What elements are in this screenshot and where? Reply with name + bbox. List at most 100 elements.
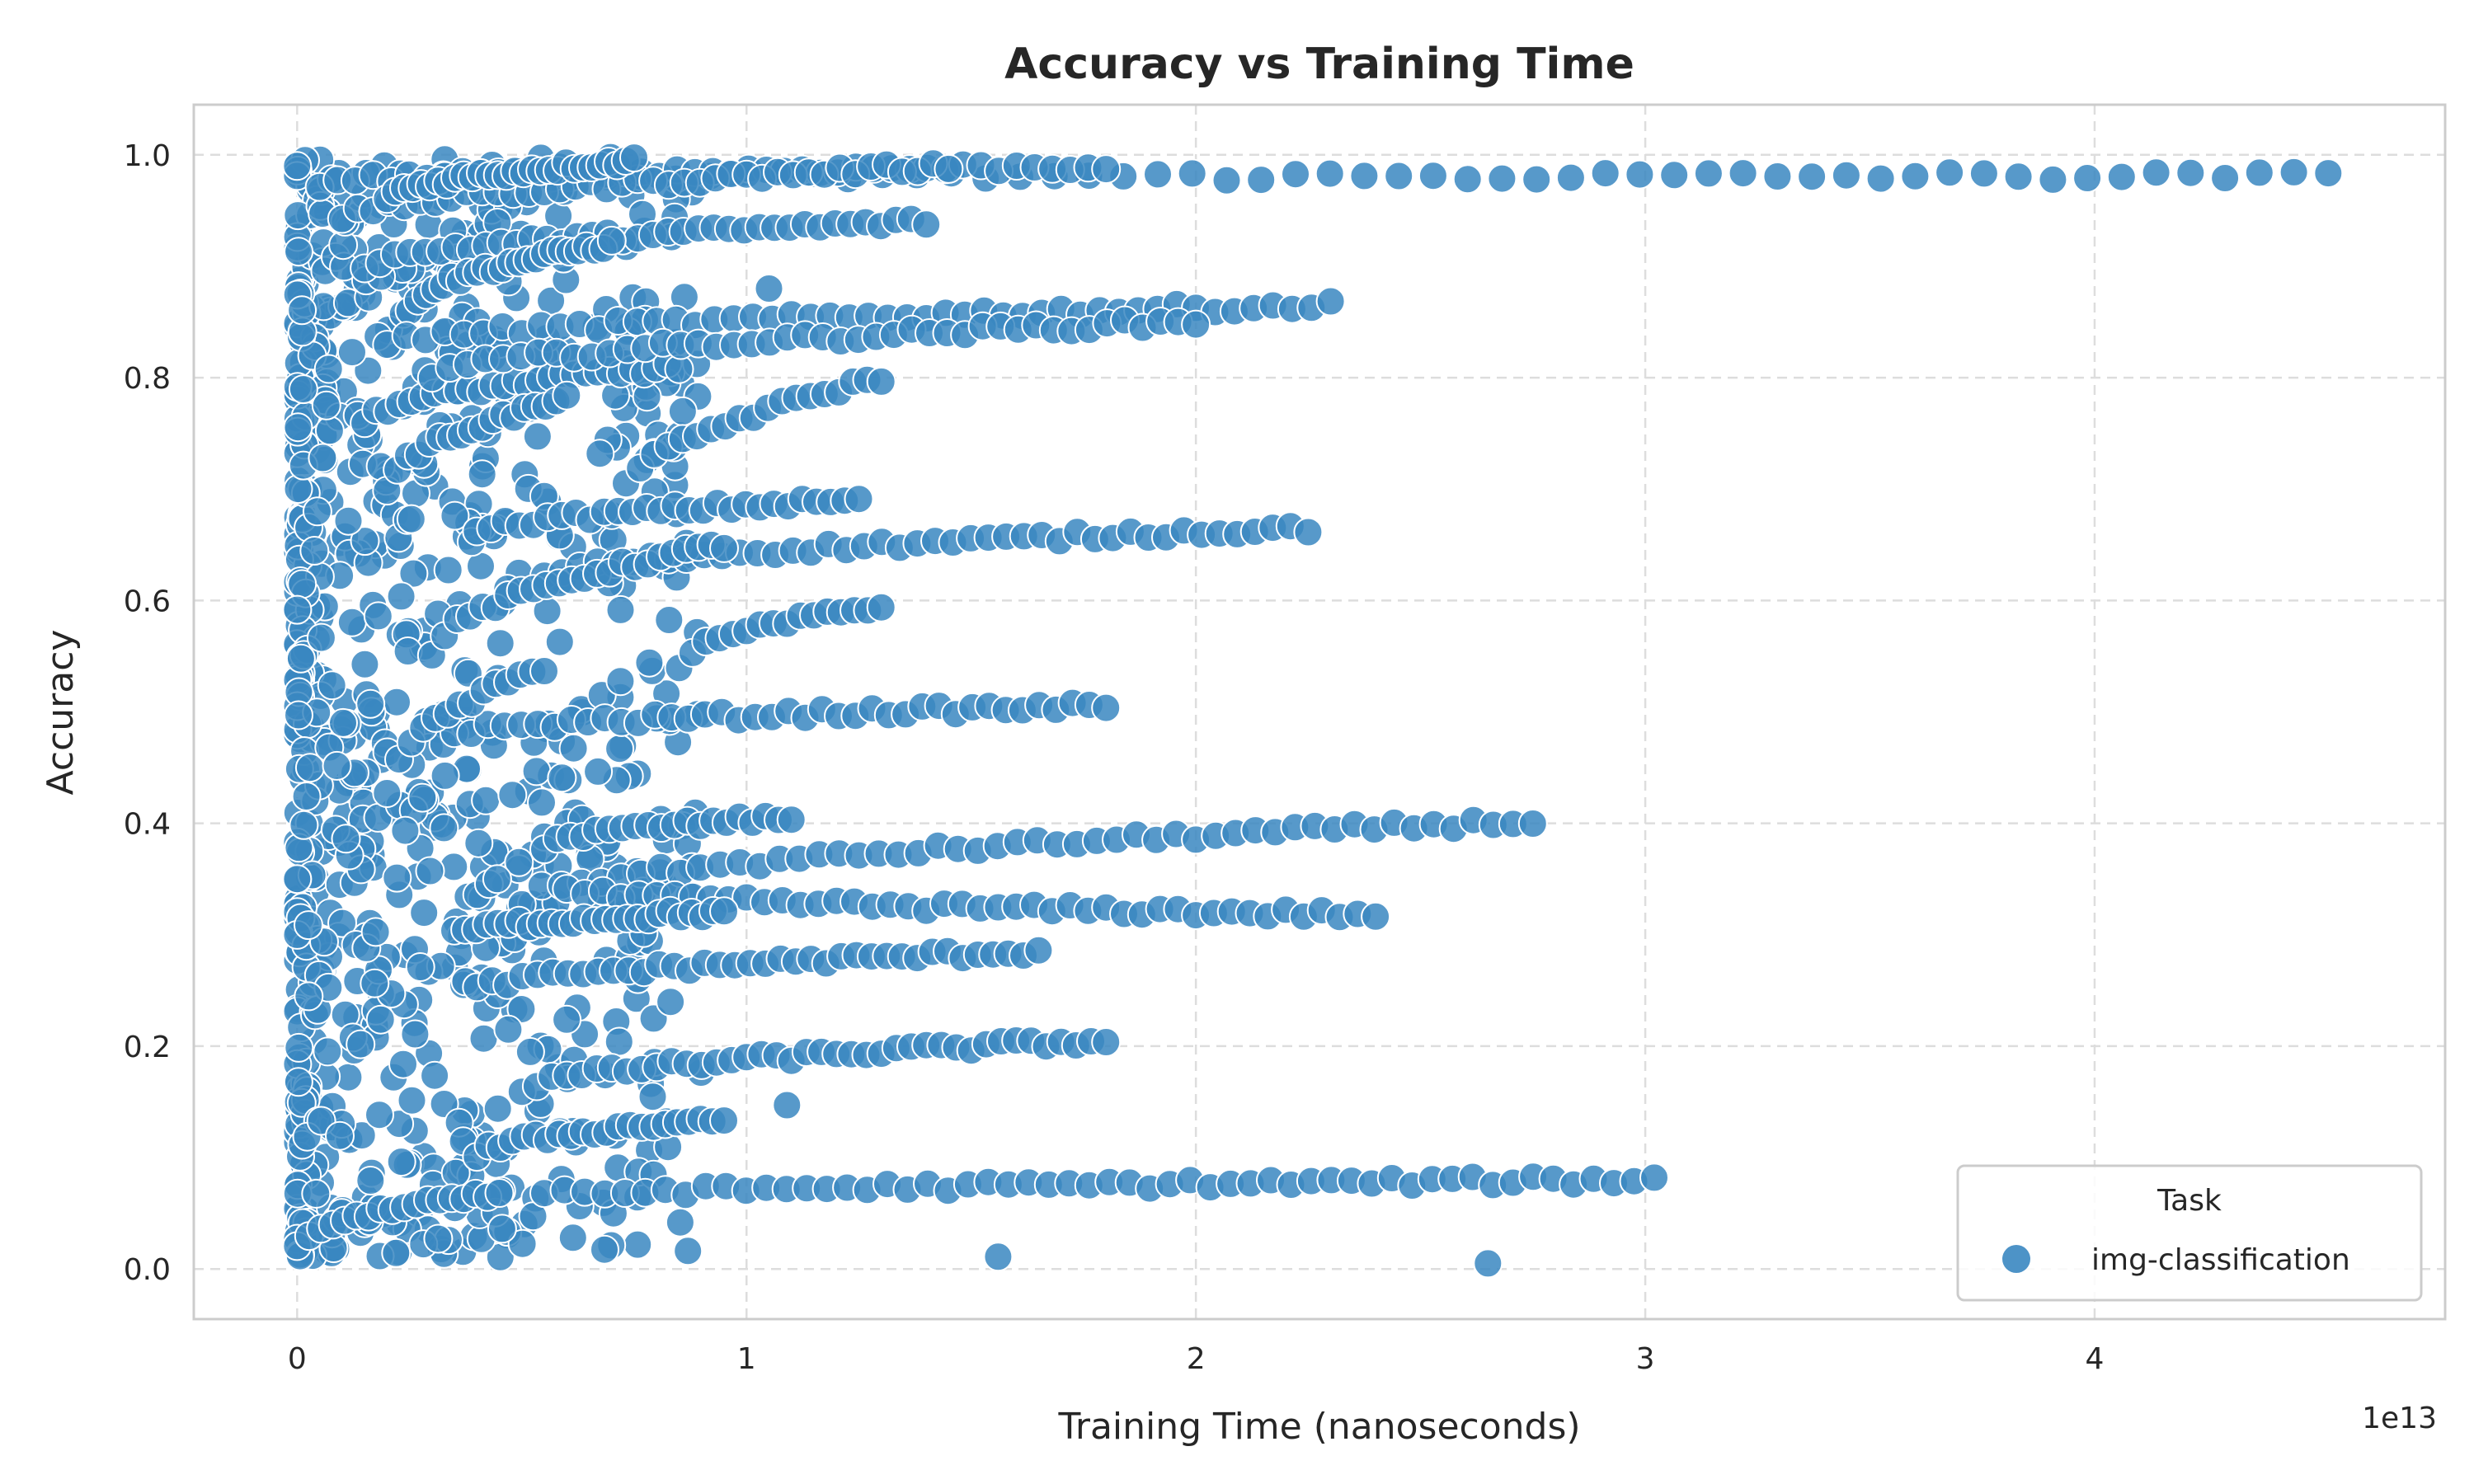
data-point <box>386 581 416 612</box>
data-point <box>313 1036 343 1067</box>
data-point <box>420 1060 450 1091</box>
data-point <box>301 1178 332 1209</box>
data-point <box>1315 286 1346 317</box>
data-point <box>2141 157 2171 188</box>
data-point <box>1797 162 1827 192</box>
data-point <box>282 594 313 625</box>
x-axis-offset-label: 1e13 <box>2362 1402 2437 1435</box>
data-point <box>283 412 313 443</box>
data-point <box>415 856 445 886</box>
data-point <box>866 366 896 397</box>
x-axis-label: Training Time (nanoseconds) <box>1057 1406 1580 1448</box>
data-point <box>306 622 336 653</box>
data-point <box>507 1228 538 1259</box>
data-point <box>596 225 627 256</box>
data-point <box>1091 154 1122 185</box>
data-point <box>282 864 313 895</box>
data-point <box>284 1032 314 1063</box>
data-point <box>2244 157 2274 188</box>
data-point <box>1023 935 1054 965</box>
data-point <box>283 1067 313 1097</box>
y-tick-label: 0.2 <box>124 1031 171 1064</box>
data-point <box>2175 157 2206 188</box>
data-point <box>1315 158 1345 189</box>
data-point <box>285 643 316 674</box>
data-point <box>355 1166 386 1195</box>
data-point <box>1143 159 1173 190</box>
data-point <box>282 151 313 181</box>
data-point <box>515 1036 545 1067</box>
x-tick-label: 1 <box>737 1342 756 1376</box>
data-point <box>772 1090 802 1120</box>
data-point <box>328 707 358 738</box>
data-point <box>504 847 534 877</box>
data-point <box>360 917 391 947</box>
data-point <box>544 627 575 657</box>
data-point <box>1349 161 1380 191</box>
data-point <box>583 756 614 787</box>
data-point <box>604 1026 634 1057</box>
data-point <box>1091 1027 1122 1057</box>
x-tick-label: 4 <box>2086 1342 2105 1376</box>
data-point <box>2279 157 2309 187</box>
data-point <box>407 782 438 813</box>
data-point <box>440 500 470 531</box>
data-point <box>2313 158 2344 189</box>
data-point <box>1452 164 1483 195</box>
data-point <box>308 443 338 473</box>
data-point <box>1361 901 1391 932</box>
data-point <box>557 1223 588 1253</box>
data-point <box>482 1093 513 1124</box>
data-point <box>294 910 323 941</box>
data-point <box>547 763 577 793</box>
data-point <box>382 862 412 893</box>
data-point <box>2106 162 2137 192</box>
data-point <box>521 756 552 787</box>
data-point <box>665 1207 695 1237</box>
data-point <box>1211 165 1242 195</box>
data-point <box>1865 163 1896 194</box>
data-point <box>1177 158 1207 189</box>
data-point <box>299 536 330 566</box>
data-point <box>336 607 367 637</box>
data-point <box>776 805 807 835</box>
data-point <box>1517 809 1548 838</box>
data-point <box>1831 160 1861 190</box>
data-point <box>372 778 402 808</box>
data-point <box>1968 158 1999 189</box>
data-point <box>365 1100 394 1130</box>
data-point <box>1555 162 1586 193</box>
legend: Task img-classification <box>1956 1164 2423 1302</box>
data-point <box>400 1019 430 1050</box>
data-point <box>619 143 649 173</box>
data-point <box>667 396 698 426</box>
data-point <box>934 153 964 184</box>
data-point <box>311 390 341 420</box>
data-point <box>360 968 390 998</box>
data-point <box>467 459 497 490</box>
data-point <box>605 594 636 625</box>
data-point <box>327 908 357 938</box>
data-point <box>634 647 665 678</box>
data-point <box>463 828 494 858</box>
data-point <box>390 815 421 846</box>
data-point <box>388 1049 418 1079</box>
data-point <box>709 533 739 563</box>
y-axis-label: Accuracy <box>40 630 82 796</box>
data-point <box>605 666 636 697</box>
data-point <box>337 337 367 368</box>
data-point <box>382 687 412 717</box>
data-point <box>983 1242 1014 1272</box>
data-point <box>313 354 344 384</box>
data-point <box>623 1229 653 1260</box>
data-point <box>2003 162 2034 192</box>
data-point <box>1091 693 1122 723</box>
data-point <box>1762 162 1793 191</box>
legend-title: Task <box>2157 1184 2222 1218</box>
data-point <box>1281 159 1310 190</box>
data-point <box>487 1214 517 1244</box>
data-point <box>333 505 364 536</box>
data-point <box>288 374 318 405</box>
data-point <box>471 785 501 815</box>
